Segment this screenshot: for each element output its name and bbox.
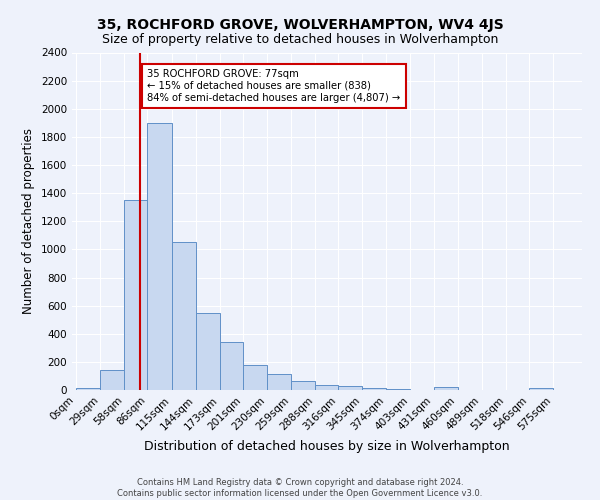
Bar: [386, 389, 410, 390]
Text: 35 ROCHFORD GROVE: 77sqm
← 15% of detached houses are smaller (838)
84% of semi-: 35 ROCHFORD GROVE: 77sqm ← 15% of detach…: [148, 70, 401, 102]
Bar: [124, 200, 148, 390]
Bar: [196, 314, 220, 390]
Text: Size of property relative to detached houses in Wolverhampton: Size of property relative to detached ho…: [102, 32, 498, 46]
Bar: [148, 123, 172, 390]
Bar: [362, 388, 386, 390]
Bar: [315, 385, 338, 390]
Bar: [434, 387, 458, 390]
Bar: [76, 388, 100, 390]
Bar: [267, 374, 291, 390]
Bar: [100, 370, 124, 390]
Y-axis label: Number of detached properties: Number of detached properties: [22, 128, 35, 314]
Bar: [529, 388, 553, 390]
Bar: [172, 242, 196, 390]
X-axis label: Distribution of detached houses by size in Wolverhampton: Distribution of detached houses by size …: [144, 440, 510, 453]
Text: Contains HM Land Registry data © Crown copyright and database right 2024.
Contai: Contains HM Land Registry data © Crown c…: [118, 478, 482, 498]
Bar: [338, 386, 362, 390]
Bar: [243, 364, 267, 390]
Bar: [291, 381, 315, 390]
Bar: [220, 342, 243, 390]
Text: 35, ROCHFORD GROVE, WOLVERHAMPTON, WV4 4JS: 35, ROCHFORD GROVE, WOLVERHAMPTON, WV4 4…: [97, 18, 503, 32]
